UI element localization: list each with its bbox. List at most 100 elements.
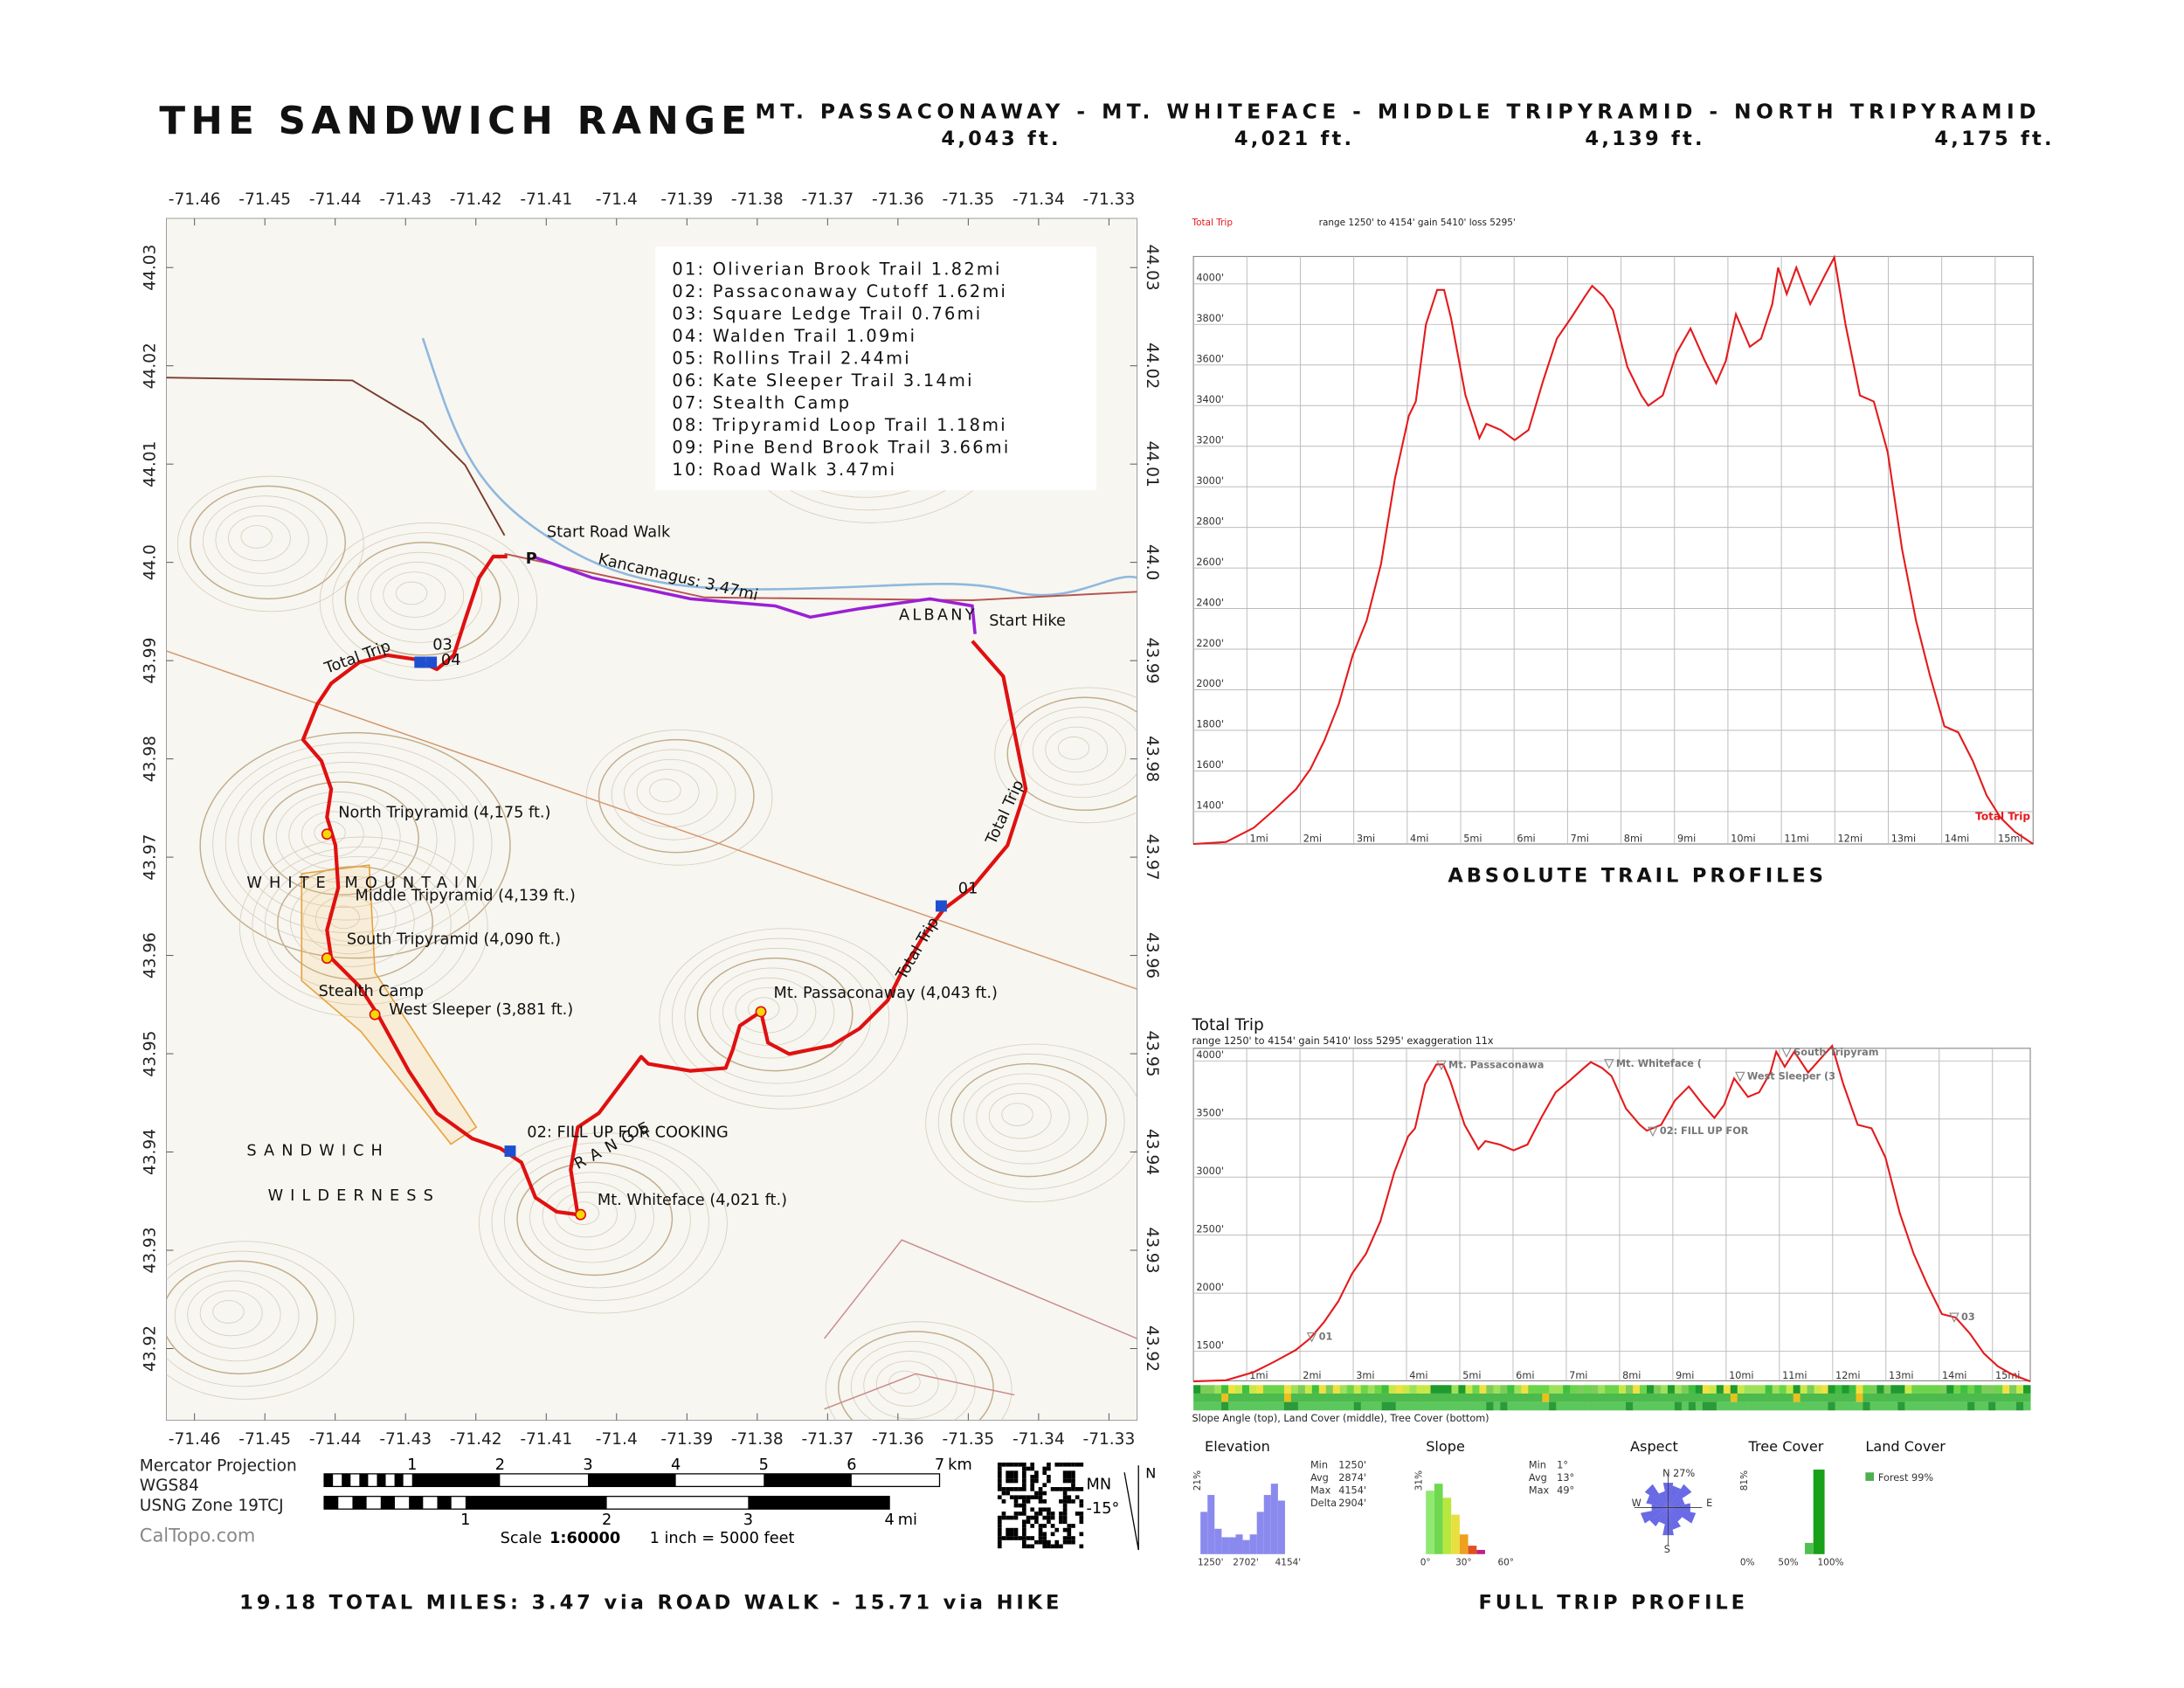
qr-cell <box>997 1487 1002 1491</box>
cover-strip <box>1863 1385 1870 1394</box>
lat-tick-label: 44.02 <box>1143 342 1161 389</box>
plot-frame <box>1192 1048 2031 1381</box>
stats-text: Aspect <box>1630 1438 1678 1455</box>
cover-strip <box>1311 1401 1320 1411</box>
cover-strip <box>1374 1393 1383 1402</box>
stats-text: 50% <box>1778 1558 1798 1568</box>
qr-cell <box>1059 1487 1063 1491</box>
x-tick-label: 4mi <box>1410 834 1428 845</box>
cover-strip <box>2002 1393 2010 1402</box>
cover-strip <box>1709 1393 1717 1402</box>
cover-strip <box>1918 1385 1926 1394</box>
qr-cell <box>1030 1487 1035 1491</box>
contour <box>383 571 446 618</box>
cover-strip <box>1542 1401 1550 1411</box>
map-label: 01 <box>958 880 978 897</box>
cover-strip <box>1591 1385 1599 1394</box>
cover-strip <box>1353 1401 1362 1411</box>
qr-cell <box>1042 1507 1047 1512</box>
cover-strip <box>1633 1401 1641 1411</box>
cover-strip <box>1967 1385 1975 1394</box>
qr-cell <box>1022 1536 1026 1540</box>
qr-cell <box>1071 1499 1075 1504</box>
qr-cell <box>1067 1499 1072 1504</box>
rose-petal <box>1644 1484 1669 1508</box>
cover-strip <box>1619 1385 1627 1394</box>
cover-strip <box>1500 1401 1508 1411</box>
cover-strip <box>1584 1401 1592 1411</box>
qr-cell <box>1038 1499 1043 1504</box>
x-tick-label: 7mi <box>1571 834 1589 845</box>
qr-cell <box>1013 1478 1019 1484</box>
stats-text: 0° <box>1420 1558 1431 1568</box>
stats-text: 4154' <box>1338 1484 1366 1496</box>
cover-strip <box>1235 1401 1243 1411</box>
x-tick-label: 10mi <box>1731 834 1755 845</box>
qr-cell <box>1067 1487 1072 1491</box>
x-tick-label: 2mi <box>1303 834 1322 845</box>
cover-strip <box>1591 1393 1599 1402</box>
cover-strip <box>1416 1393 1425 1402</box>
scale-seg <box>394 1473 404 1487</box>
cover-strip <box>1814 1401 1822 1411</box>
cover-strip <box>1779 1385 1787 1394</box>
peak-marker <box>321 952 333 965</box>
cover-strip <box>1981 1393 1989 1402</box>
qr-cell <box>1042 1499 1047 1504</box>
cover-strip <box>1988 1401 1996 1411</box>
cover-strip <box>1716 1385 1724 1394</box>
cover-strip <box>1416 1385 1425 1394</box>
rose-petal <box>1668 1498 1685 1508</box>
qr-cell <box>1013 1532 1019 1537</box>
cover-strip <box>1674 1385 1683 1394</box>
cover-strip <box>1486 1385 1494 1394</box>
rose-petal <box>1640 1507 1669 1524</box>
map-label: WILDERNESS <box>268 1187 440 1205</box>
contour <box>659 928 909 1110</box>
sheet-title: THE SANDWICH RANGE <box>159 100 746 143</box>
cover-strip <box>2023 1393 2031 1402</box>
legend-item: 05: Rollins Trail 2.44mi <box>672 348 910 368</box>
peak-marker <box>369 1008 381 1020</box>
peak-elevation: 4,139 ft. <box>1585 128 1704 150</box>
cover-strip <box>1737 1385 1745 1394</box>
qr-cell <box>1050 1512 1055 1516</box>
contour <box>636 769 700 815</box>
stats-text: Min <box>1529 1459 1546 1470</box>
scale-seg <box>380 1496 395 1510</box>
cover-strip <box>1374 1385 1383 1394</box>
cover-strip <box>1353 1385 1362 1394</box>
lon-tick-label: -71.43 <box>379 1430 432 1449</box>
lat-tick-label: 43.98 <box>1143 736 1161 782</box>
contour <box>202 495 328 587</box>
lat-tick-label: 43.94 <box>1143 1129 1161 1175</box>
qr-cell <box>1062 1512 1068 1516</box>
qr-cell <box>1042 1491 1047 1496</box>
qr-cell <box>1038 1487 1043 1491</box>
qr-cell <box>1042 1536 1047 1540</box>
qr-cell <box>1022 1539 1026 1545</box>
scale-seg <box>411 1473 501 1487</box>
lon-tick-label: -71.45 <box>238 190 291 209</box>
cover-strip <box>1911 1393 1919 1402</box>
qr-cell <box>1062 1475 1068 1479</box>
cover-strip <box>1290 1393 1299 1402</box>
cover-strip <box>1514 1393 1522 1402</box>
cover-strip <box>1409 1393 1418 1402</box>
contour <box>649 778 681 803</box>
cover-strip <box>2002 1401 2010 1411</box>
cover-strip <box>1883 1401 1891 1411</box>
cover-strip <box>1946 1401 1954 1411</box>
hist-bar <box>1468 1546 1477 1554</box>
cover-strip <box>1967 1393 1975 1402</box>
contour <box>315 896 378 942</box>
cover-strip <box>1430 1393 1438 1402</box>
trail-corridor <box>301 864 478 1145</box>
qr-cell <box>1038 1532 1043 1537</box>
cover-strip <box>1283 1401 1292 1411</box>
qr-cell <box>997 1483 1002 1488</box>
cover-strip <box>1269 1393 1278 1402</box>
cover-strip <box>1514 1401 1522 1411</box>
hist-bar <box>1249 1534 1257 1554</box>
